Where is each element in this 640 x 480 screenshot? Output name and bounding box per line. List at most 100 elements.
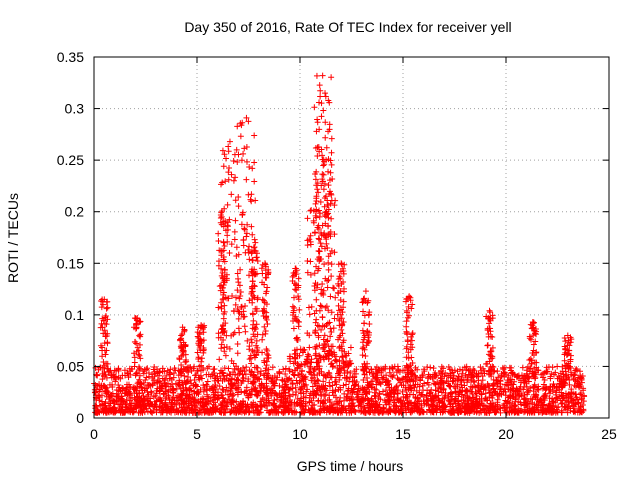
- data-point: [246, 164, 253, 171]
- x-axis-label: GPS time / hours: [297, 458, 404, 474]
- data-point: [359, 391, 366, 398]
- data-point: [251, 132, 258, 139]
- data-point: [314, 116, 321, 123]
- data-point: [243, 230, 250, 237]
- data-point: [403, 307, 410, 314]
- data-point: [509, 370, 516, 377]
- data-point: [404, 363, 411, 370]
- plot-frame: [93, 56, 610, 419]
- data-point: [260, 307, 267, 314]
- data-point: [324, 197, 331, 204]
- data-point: [332, 374, 339, 381]
- data-point: [316, 342, 323, 349]
- data-point: [153, 387, 160, 394]
- data-point: [323, 338, 330, 345]
- data-point: [320, 107, 327, 114]
- data-point: [261, 323, 268, 330]
- data-point: [219, 369, 226, 376]
- data-point: [349, 389, 356, 396]
- data-point: [521, 395, 528, 402]
- y-tick-labels: 0 0.05 0.1 0.15 0.2 0.25 0.3 0.35: [57, 49, 84, 426]
- data-point: [389, 373, 396, 380]
- data-point: [226, 165, 233, 172]
- data-point: [113, 407, 120, 414]
- data-point: [318, 146, 325, 153]
- data-point: [396, 397, 403, 404]
- data-point: [326, 347, 333, 354]
- data-point: [178, 344, 185, 351]
- data-point: [432, 387, 439, 394]
- data-point: [241, 145, 248, 152]
- data-point: [289, 311, 296, 318]
- data-point: [203, 381, 210, 388]
- data-point: [566, 347, 573, 354]
- data-point: [293, 346, 300, 353]
- data-point: [575, 399, 582, 406]
- data-point: [316, 323, 323, 330]
- data-point: [340, 382, 347, 389]
- data-point: [93, 403, 100, 410]
- data-point: [383, 372, 390, 379]
- data-point: [234, 270, 241, 277]
- data-point: [314, 119, 321, 126]
- data-point: [343, 374, 350, 381]
- data-point: [150, 393, 157, 400]
- data-point: [307, 359, 314, 366]
- data-point: [204, 378, 211, 385]
- data-point: [553, 387, 560, 394]
- data-point: [254, 369, 261, 376]
- data-point: [324, 277, 331, 284]
- data-point: [249, 165, 256, 172]
- data-point: [548, 370, 555, 377]
- data-point: [361, 361, 368, 368]
- data-point: [530, 388, 537, 395]
- data-point: [578, 396, 585, 403]
- data-point: [293, 287, 300, 294]
- data-point: [253, 403, 260, 410]
- data-point: [328, 273, 335, 280]
- data-point: [229, 382, 236, 389]
- data-point: [238, 304, 245, 311]
- data-points: [91, 72, 588, 416]
- data-point: [115, 381, 122, 388]
- data-point: [273, 376, 280, 383]
- data-point: [316, 207, 323, 214]
- data-point: [261, 281, 268, 288]
- data-point: [137, 318, 144, 325]
- data-point: [337, 384, 344, 391]
- data-point: [484, 342, 491, 349]
- data-point: [136, 376, 143, 383]
- data-point: [187, 377, 194, 384]
- data-point: [563, 351, 570, 358]
- data-point: [260, 297, 267, 304]
- data-point: [561, 382, 568, 389]
- data-point: [395, 397, 402, 404]
- data-point: [516, 393, 523, 400]
- data-point: [238, 221, 245, 228]
- data-point: [320, 171, 327, 178]
- data-point: [262, 330, 269, 337]
- data-point: [335, 370, 342, 377]
- data-point: [405, 349, 412, 356]
- data-point: [288, 377, 295, 384]
- grid-lines: [94, 57, 609, 418]
- data-point: [170, 370, 177, 377]
- data-point: [528, 409, 535, 416]
- data-point: [367, 408, 374, 415]
- data-point: [220, 239, 227, 246]
- data-point: [360, 376, 367, 383]
- data-point: [514, 387, 521, 394]
- y-tick-label: 0.05: [57, 358, 84, 374]
- data-point: [178, 335, 185, 342]
- data-point: [307, 369, 314, 376]
- data-point: [395, 405, 402, 412]
- data-point: [198, 340, 205, 347]
- data-point: [123, 401, 130, 408]
- data-point: [250, 372, 257, 379]
- data-point: [463, 408, 470, 415]
- data-point: [573, 365, 580, 372]
- data-point: [307, 232, 314, 239]
- data-point: [140, 370, 147, 377]
- data-point: [504, 398, 511, 405]
- data-point: [205, 395, 212, 402]
